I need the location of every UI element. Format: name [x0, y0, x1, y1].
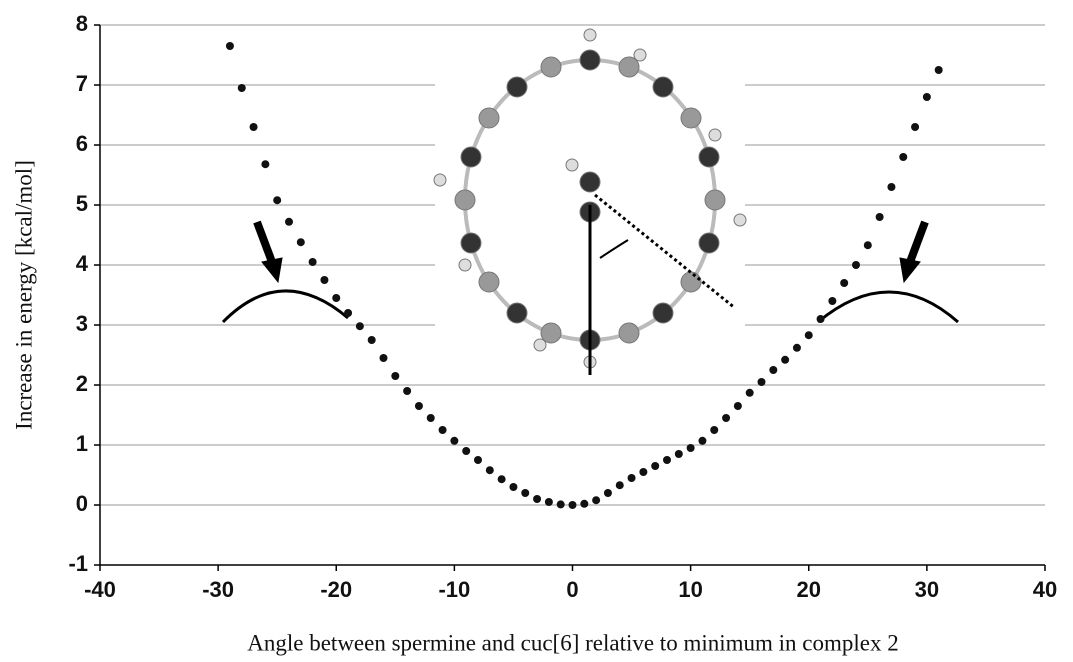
data-point: [734, 402, 742, 410]
data-point: [450, 437, 458, 445]
data-point: [320, 276, 328, 284]
data-point: [368, 336, 376, 344]
y-tick-label: 3: [76, 311, 88, 336]
y-tick-label: -1: [68, 551, 88, 576]
data-point: [840, 279, 848, 287]
data-point: [864, 241, 872, 249]
data-point: [297, 238, 305, 246]
y-axis-title: Increase in energy [kcal/mol]: [11, 160, 36, 430]
data-point: [817, 315, 825, 323]
data-point: [344, 309, 352, 317]
x-tick-label: -20: [320, 577, 352, 602]
y-tick-label: 0: [76, 491, 88, 516]
data-point: [391, 372, 399, 380]
data-point: [261, 160, 269, 168]
data-point: [923, 93, 931, 101]
data-point: [498, 475, 506, 483]
data-point: [616, 481, 624, 489]
data-point: [781, 356, 789, 364]
data-point: [273, 196, 281, 204]
y-tick-label: 8: [76, 11, 88, 36]
x-tick-label: 20: [797, 577, 821, 602]
x-tick-label: 10: [678, 577, 702, 602]
y-tick-label: 5: [76, 191, 88, 216]
data-point: [403, 387, 411, 395]
chart: Angle between spermine and cuc[6] relati…: [0, 0, 1073, 662]
data-point: [486, 466, 494, 474]
data-point: [250, 123, 258, 131]
data-point: [356, 322, 364, 330]
y-tick-label: 2: [76, 371, 88, 396]
data-point: [793, 344, 801, 352]
data-point: [887, 183, 895, 191]
data-point: [828, 297, 836, 305]
data-point: [675, 450, 683, 458]
data-point: [580, 500, 588, 508]
data-point: [628, 474, 636, 482]
data-point: [380, 354, 388, 362]
x-tick-label: -40: [84, 577, 116, 602]
data-point: [439, 426, 447, 434]
data-point: [758, 378, 766, 386]
data-point: [474, 456, 482, 464]
data-point: [462, 447, 470, 455]
data-point: [332, 294, 340, 302]
data-point: [415, 402, 423, 410]
data-point: [935, 66, 943, 74]
x-axis-title: Angle between spermine and cuc[6] relati…: [247, 630, 898, 655]
data-point: [899, 153, 907, 161]
data-point: [639, 468, 647, 476]
data-point: [722, 414, 730, 422]
y-tick-label: 4: [76, 251, 89, 276]
x-tick-label: 0: [566, 577, 578, 602]
data-point: [521, 489, 529, 497]
data-point: [687, 444, 695, 452]
data-point: [557, 500, 565, 508]
data-point: [852, 261, 860, 269]
y-tick-label: 7: [76, 71, 88, 96]
x-tick-label: 30: [915, 577, 939, 602]
data-point: [710, 426, 718, 434]
data-point: [769, 366, 777, 374]
data-point: [876, 213, 884, 221]
data-point: [592, 496, 600, 504]
data-point: [805, 331, 813, 339]
data-point: [545, 498, 553, 506]
data-point: [911, 123, 919, 131]
data-point: [663, 456, 671, 464]
data-point: [604, 489, 612, 497]
data-point: [651, 462, 659, 470]
data-point: [427, 414, 435, 422]
data-point: [285, 218, 293, 226]
data-point: [746, 389, 754, 397]
data-point: [309, 258, 317, 266]
data-point: [509, 483, 517, 491]
y-tick-label: 6: [76, 131, 88, 156]
data-point: [226, 42, 234, 50]
x-tick-label: -30: [202, 577, 234, 602]
x-tick-label: -10: [438, 577, 470, 602]
data-point: [698, 437, 706, 445]
data-point: [238, 84, 246, 92]
data-point: [533, 495, 541, 503]
y-tick-label: 1: [76, 431, 88, 456]
x-tick-label: 40: [1033, 577, 1057, 602]
data-point: [569, 501, 577, 509]
